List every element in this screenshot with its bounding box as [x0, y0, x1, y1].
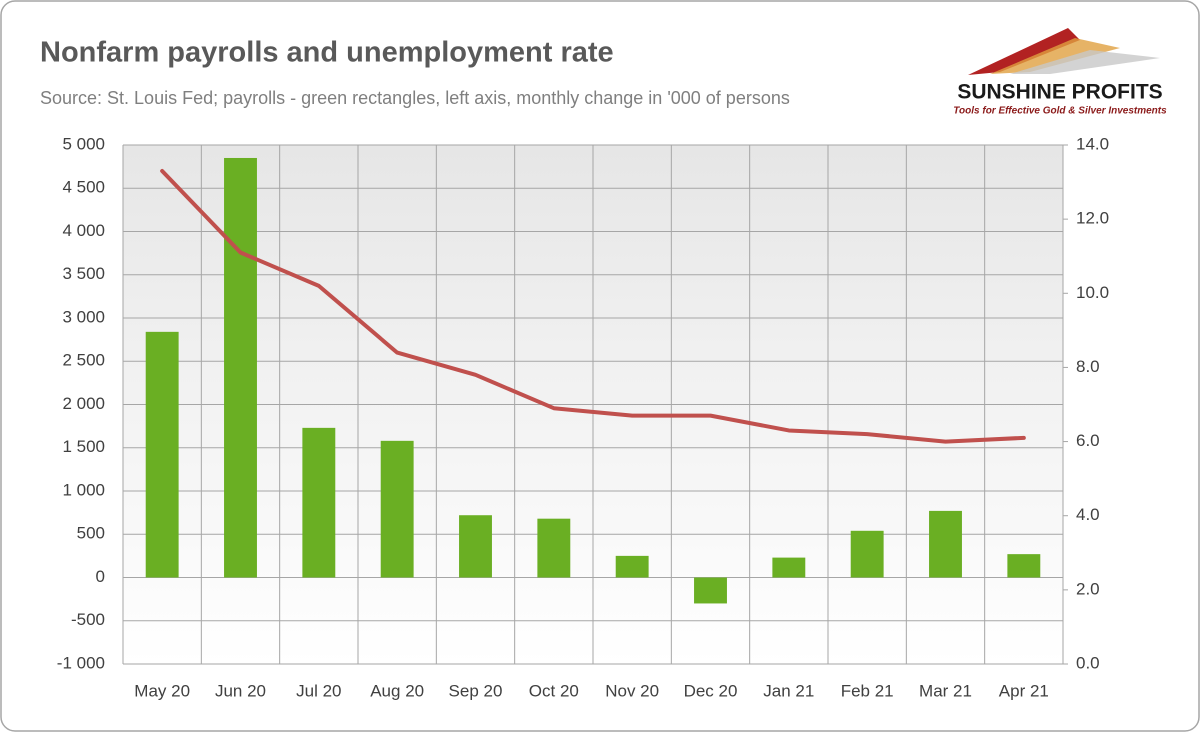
x-tick-label: Dec 20 — [684, 681, 738, 700]
x-tick-label: Apr 21 — [999, 681, 1049, 700]
bar — [850, 530, 884, 578]
y2-tick-label: 0.0 — [1076, 653, 1100, 672]
logo-swoosh — [990, 38, 1120, 74]
y-tick-label: 0 — [96, 567, 105, 586]
logo: SUNSHINE PROFITS Tools for Effective Gol… — [953, 28, 1167, 117]
bar — [694, 577, 727, 604]
bar — [537, 518, 571, 578]
x-tick-label: May 20 — [134, 681, 190, 700]
y2-tick-label: 4.0 — [1076, 505, 1100, 524]
y2-tick-label: 10.0 — [1076, 283, 1109, 302]
chart-title: Nonfarm payrolls and unemployment rate — [40, 37, 614, 69]
x-tick-label: Jan 21 — [763, 681, 814, 700]
y-tick-label: 2 000 — [62, 394, 105, 413]
x-tick-label: Aug 20 — [370, 681, 424, 700]
y-tick-label: 2 500 — [62, 351, 105, 370]
y-tick-label: 4 500 — [62, 178, 105, 197]
y2-tick-label: 2.0 — [1076, 579, 1100, 598]
logo-swoosh — [1010, 50, 1160, 74]
x-tick-label: Feb 21 — [841, 681, 894, 700]
y-tick-label: 3 500 — [62, 264, 105, 283]
x-tick-label: Sep 20 — [449, 681, 503, 700]
y-tick-label: -1 000 — [57, 653, 105, 672]
x-tick-label: Nov 20 — [605, 681, 659, 700]
bar — [772, 557, 806, 578]
y-tick-label: -500 — [71, 610, 105, 629]
x-tick-label: Jul 20 — [296, 681, 341, 700]
bar — [459, 515, 492, 578]
logo-name: SUNSHINE PROFITS — [957, 81, 1162, 104]
y2-tick-label: 6.0 — [1076, 431, 1100, 450]
bar — [929, 510, 962, 578]
chart-subtitle: Source: St. Louis Fed; payrolls - green … — [40, 88, 790, 108]
y2-tick-label: 14.0 — [1076, 134, 1109, 153]
y-tick-label: 4 000 — [62, 221, 105, 240]
logo-swoosh — [968, 28, 1080, 75]
bar — [145, 331, 179, 578]
x-tick-label: Jun 20 — [215, 681, 266, 700]
y2-tick-label: 8.0 — [1076, 357, 1100, 376]
x-tick-label: Mar 21 — [919, 681, 972, 700]
bar — [380, 440, 414, 578]
y-tick-label: 5 000 — [62, 134, 105, 153]
bar — [302, 427, 336, 578]
y2-tick-label: 12.0 — [1076, 209, 1109, 228]
x-tick-label: Oct 20 — [529, 681, 579, 700]
bar — [224, 157, 257, 578]
line — [160, 168, 1026, 444]
logo-tagline: Tools for Effective Gold & Silver Invest… — [953, 106, 1167, 117]
bar — [615, 555, 649, 578]
y-tick-label: 1 500 — [62, 437, 105, 456]
bar — [1007, 554, 1041, 578]
y-tick-label: 500 — [77, 524, 105, 543]
y-tick-label: 1 000 — [62, 480, 105, 499]
y-tick-label: 3 000 — [62, 307, 105, 326]
